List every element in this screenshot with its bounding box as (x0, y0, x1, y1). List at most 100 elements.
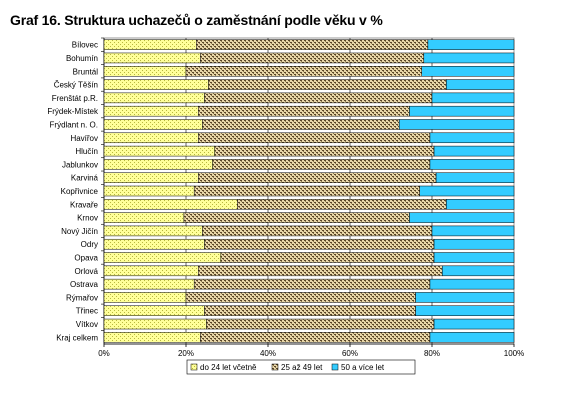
category-label: Vítkov (76, 320, 98, 329)
bar-50-plus (423, 52, 515, 64)
category-label: Frenštát p.R. (52, 94, 98, 103)
bar-under-25 (103, 199, 238, 210)
category-label: Bílovec (72, 41, 98, 50)
category-label: Havířov (70, 134, 98, 143)
bar-25-49 (198, 172, 437, 183)
category-label: Nový Jičín (61, 227, 98, 236)
x-tick-label: 60% (342, 349, 358, 358)
bar-under-25 (103, 119, 203, 130)
bar-25-49 (185, 66, 422, 77)
bar-50-plus (398, 119, 515, 130)
legend-swatch (190, 363, 198, 371)
bar-50-plus (429, 132, 515, 144)
bar-25-49 (200, 52, 425, 64)
bar-50-plus (446, 199, 515, 210)
bar-25-49 (193, 278, 431, 290)
bar-25-49 (206, 318, 435, 330)
bar-50-plus (409, 212, 515, 223)
bar-50-plus (415, 305, 515, 316)
legend-swatch (331, 363, 339, 371)
bar-25-49 (183, 212, 410, 223)
bar-50-plus (446, 79, 515, 90)
bar-50-plus (421, 66, 515, 77)
category-label: Karviná (71, 174, 99, 183)
bar-under-25 (103, 79, 209, 90)
bar-25-49 (220, 252, 435, 263)
bar-25-49 (196, 39, 429, 50)
category-label: Třinec (76, 307, 98, 316)
category-label: Krnov (77, 214, 98, 223)
category-label: Orlová (74, 267, 98, 276)
category-label: Kraj celkem (56, 333, 98, 342)
bar-under-25 (103, 305, 205, 316)
bar-25-49 (208, 79, 447, 90)
bar-25-49 (212, 159, 431, 170)
bar-under-25 (103, 105, 199, 117)
category-label: Bruntál (73, 67, 99, 76)
bar-25-49 (204, 92, 433, 104)
bar-25-49 (200, 332, 431, 343)
bar-under-25 (103, 92, 205, 104)
category-label: Český Těšín (54, 81, 98, 90)
bar-50-plus (429, 159, 515, 170)
bar-under-25 (103, 212, 185, 223)
category-label: Rýmařov (66, 293, 98, 302)
bar-under-25 (103, 252, 222, 263)
bar-25-49 (202, 225, 433, 237)
bar-under-25 (103, 66, 187, 77)
bar-50-plus (433, 252, 515, 263)
bar-25-49 (185, 292, 416, 303)
bar-25-49 (204, 305, 416, 316)
x-tick-label: 80% (424, 349, 440, 358)
bar-25-49 (214, 145, 435, 157)
bar-50-plus (433, 145, 515, 157)
bar-50-plus (409, 105, 515, 117)
bar-under-25 (103, 159, 213, 170)
x-tick-label: 0% (98, 349, 110, 358)
bar-50-plus (419, 185, 515, 197)
x-tick-label: 40% (260, 349, 276, 358)
category-label: Frýdek-Místek (47, 107, 99, 116)
category-label: Kravaře (70, 200, 99, 209)
bar-under-25 (103, 185, 195, 197)
bar-under-25 (103, 318, 207, 330)
bar-under-25 (103, 145, 215, 157)
bar-25-49 (237, 199, 447, 210)
bar-under-25 (103, 52, 201, 64)
legend-label: do 24 let včetně (200, 363, 257, 372)
category-label: Opava (74, 254, 98, 263)
category-label: Jablunkov (62, 160, 98, 169)
bar-50-plus (429, 278, 515, 290)
bar-50-plus (433, 238, 515, 250)
category-label: Odry (81, 240, 98, 249)
bar-25-49 (204, 238, 435, 250)
bar-under-25 (103, 172, 199, 183)
bar-under-25 (103, 278, 195, 290)
bar-25-49 (198, 265, 443, 277)
bar-50-plus (431, 92, 515, 104)
legend-label: 50 a více let (341, 363, 385, 372)
category-label: Hlučín (75, 147, 98, 156)
category-label: Bohumín (66, 54, 98, 63)
bar-25-49 (198, 105, 410, 117)
bar-under-25 (103, 39, 197, 50)
x-tick-label: 100% (504, 349, 524, 358)
category-label: Kopřivnice (61, 187, 99, 196)
category-label: Frýdlant n. O. (50, 120, 98, 129)
bar-50-plus (442, 265, 515, 277)
bar-50-plus (427, 39, 515, 50)
chart-title: Graf 16. Struktura uchazečů o zaměstnání… (10, 12, 383, 28)
x-tick-label: 20% (178, 349, 194, 358)
bar-50-plus (435, 172, 515, 183)
bar-under-25 (103, 132, 199, 144)
bar-25-49 (198, 132, 431, 144)
bar-50-plus (429, 332, 515, 343)
bar-under-25 (103, 238, 205, 250)
bar-under-25 (103, 225, 203, 237)
bar-50-plus (431, 225, 515, 237)
bar-25-49 (193, 185, 420, 197)
bar-25-49 (202, 119, 400, 130)
bar-50-plus (433, 318, 515, 330)
bar-under-25 (103, 292, 187, 303)
